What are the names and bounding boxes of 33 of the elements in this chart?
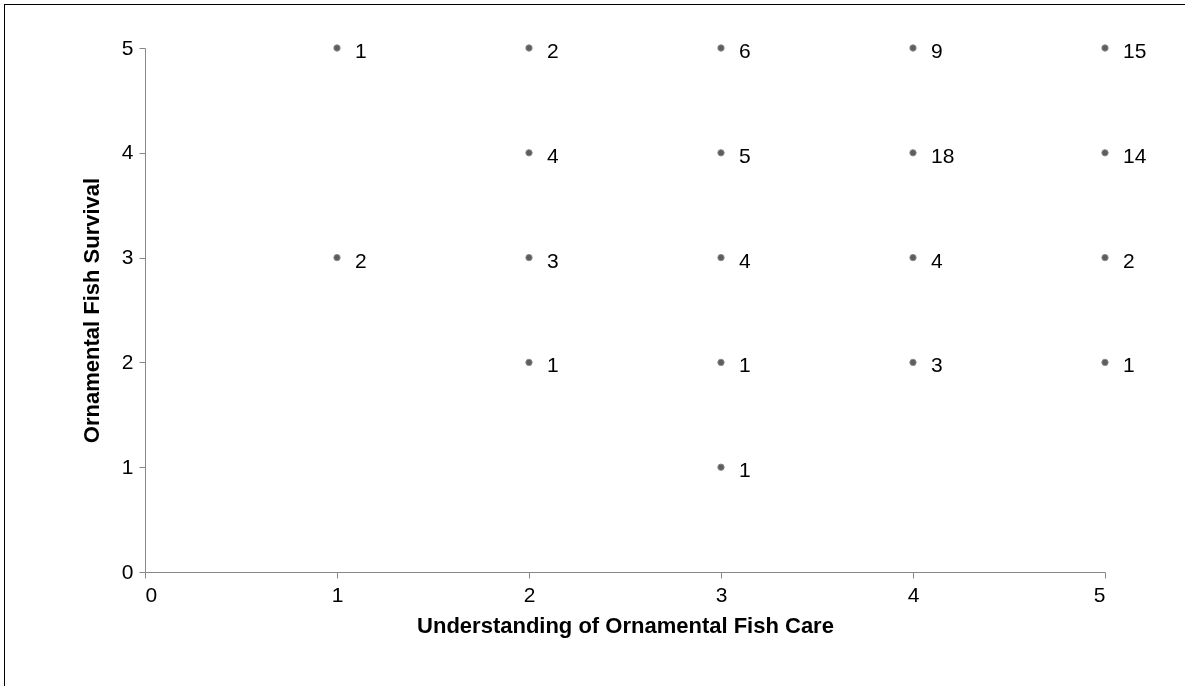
annotation: 9 [931, 39, 943, 62]
annotation: 1 [547, 353, 559, 377]
x-tick-label: 3 [715, 582, 728, 606]
x-tick-label: 5 [1093, 582, 1106, 606]
y-tick-label: 3 [121, 245, 134, 269]
annotation: 18 [931, 143, 955, 167]
annotation: 4 [547, 143, 559, 167]
x-tick-label: 4 [907, 582, 920, 606]
annotation: 2 [355, 248, 367, 272]
y-tick-label: 4 [121, 140, 134, 164]
annotation: 2 [1123, 248, 1135, 272]
y-tick-label: 1 [121, 454, 134, 478]
annotation: 3 [931, 353, 943, 377]
annotation: 6 [739, 39, 751, 62]
annotation: 15 [1123, 39, 1147, 62]
annotation: 2 [547, 39, 559, 62]
y-axis-title: Ornamental Fish Survival [78, 177, 104, 444]
x-tick-label: 1 [331, 582, 344, 606]
x-tick-label: 2 [523, 582, 536, 606]
annotation: 1 [355, 39, 367, 62]
x-tick-label: 0 [145, 582, 158, 606]
annotation: 3 [547, 248, 559, 272]
y-tick-label: 2 [121, 349, 134, 373]
annotation: 1 [739, 353, 751, 377]
y-tick-label: 0 [121, 559, 134, 583]
x-axis-title: Understanding of Ornamental Fish Care [417, 612, 834, 638]
annotation: 5 [739, 143, 751, 167]
annotation: 14 [1123, 143, 1147, 167]
annotation: 1 [739, 458, 751, 482]
annotation: 4 [739, 248, 751, 272]
annotation: 4 [931, 248, 943, 272]
y-tick-label: 5 [121, 35, 134, 59]
annotation: 1 [1123, 353, 1135, 377]
